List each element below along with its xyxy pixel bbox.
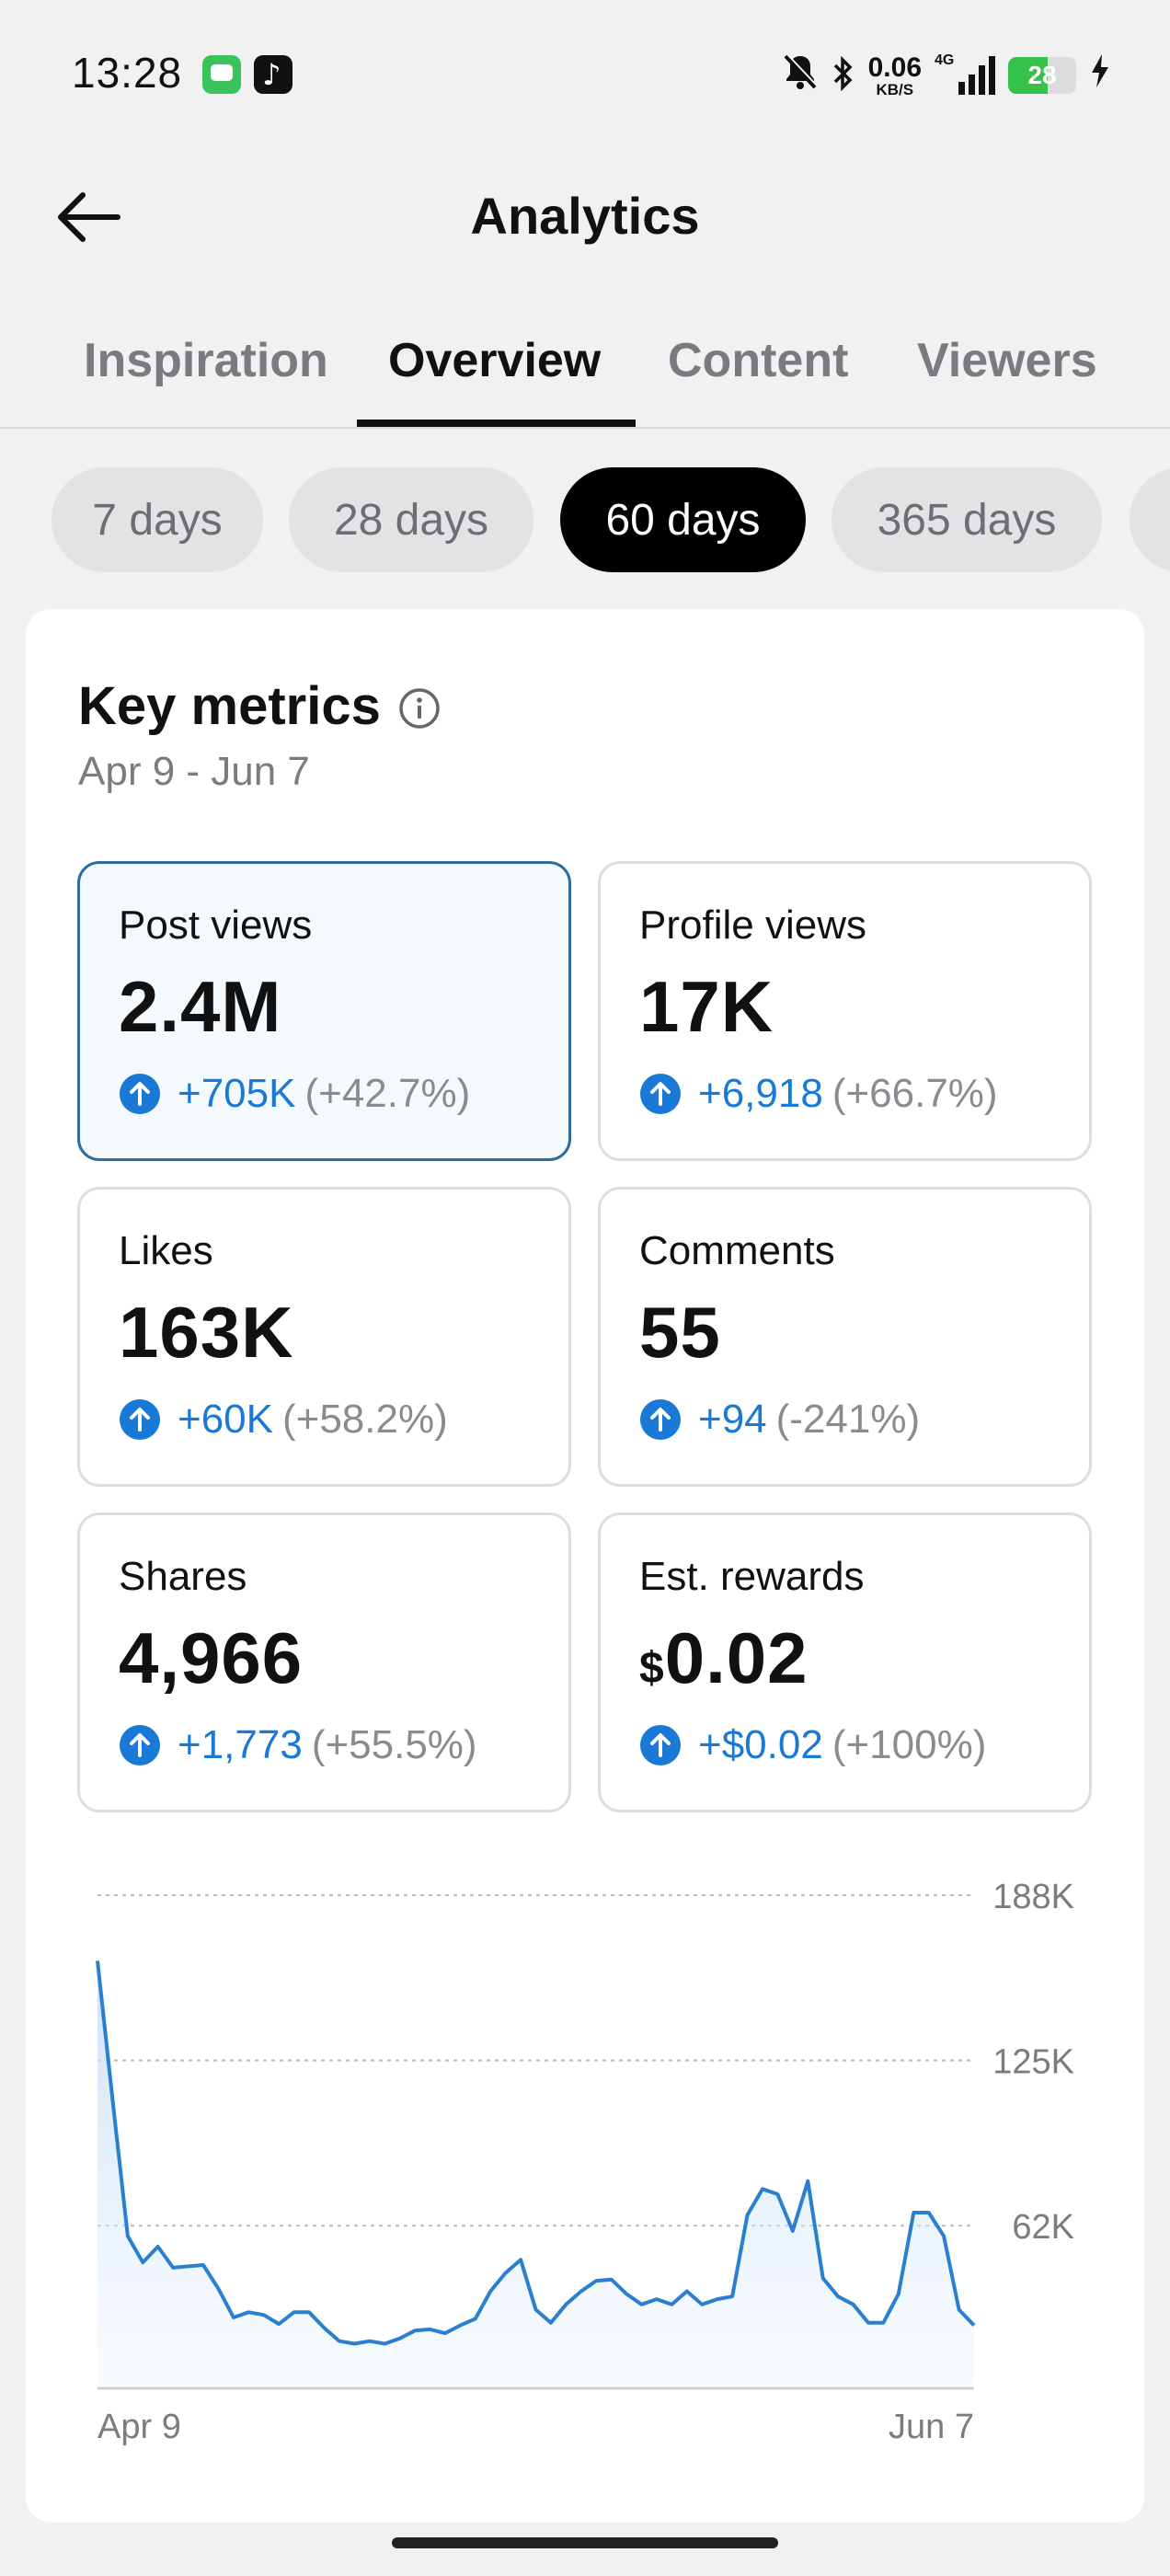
metric-value: 163K	[119, 1292, 294, 1373]
info-icon[interactable]	[397, 686, 442, 730]
metric-card-likes[interactable]: Likes 163K +60K (+58.2%)	[77, 1187, 571, 1487]
tab-overview[interactable]: Overview	[388, 334, 602, 387]
back-button[interactable]	[52, 180, 125, 254]
arrow-up-circle-icon	[640, 1074, 681, 1114]
messages-notification-icon	[202, 55, 241, 94]
range-chip-365-days[interactable]: 365 days	[832, 467, 1102, 572]
metric-value: 17K	[639, 966, 774, 1047]
arrow-up-circle-icon	[120, 1399, 160, 1440]
metric-value-amount: 0.02	[664, 1617, 809, 1698]
metric-percent: (+42.7%)	[304, 1071, 471, 1116]
metric-delta: +94	[698, 1397, 767, 1442]
metric-change: +94 (-241%)	[639, 1397, 920, 1443]
range-chip-7-days[interactable]: 7 days	[52, 467, 263, 572]
app-header: Analytics	[0, 166, 1170, 267]
key-metrics-title: Key metrics	[78, 676, 381, 736]
arrow-up-circle-icon	[640, 1725, 681, 1765]
metric-percent: (+100%)	[832, 1722, 987, 1767]
metric-value: $0.02	[639, 1616, 809, 1700]
metric-card-comments[interactable]: Comments 55 +94 (-241%)	[598, 1187, 1092, 1487]
tab-content[interactable]: Content	[668, 334, 849, 387]
key-metrics-card: Key metrics Apr 9 - Jun 7 Post views 2.4…	[26, 609, 1144, 2523]
metric-change: +$0.02 (+100%)	[639, 1722, 986, 1768]
status-bar: 13:28 0.06 KB/S 4G 28	[0, 0, 1170, 152]
bluetooth-icon	[832, 54, 855, 98]
metric-label: Est. rewards	[639, 1554, 865, 1599]
metric-percent: (+55.5%)	[311, 1722, 477, 1767]
back-arrow-icon	[58, 192, 120, 242]
network-speed-value: 0.06	[867, 52, 922, 83]
battery-level: 28	[1027, 61, 1057, 89]
analytics-tabs: Inspiration Overview Content Viewers	[0, 304, 1170, 429]
metric-delta: +705K	[178, 1071, 296, 1116]
metric-percent: (+66.7%)	[832, 1071, 998, 1116]
network-speed-unit: KB/S	[876, 80, 914, 98]
range-chip-28-days[interactable]: 28 days	[289, 467, 533, 572]
metric-label: Post views	[119, 903, 313, 948]
metric-label: Profile views	[639, 903, 866, 948]
page-title: Analytics	[470, 187, 700, 245]
metric-delta: +60K	[178, 1397, 273, 1442]
metric-change: +60K (+58.2%)	[119, 1397, 448, 1443]
range-chip-60-days[interactable]: 60 days	[560, 467, 806, 572]
metric-change: +1,773 (+55.5%)	[119, 1722, 477, 1768]
metric-card-est-rewards[interactable]: Est. rewards $0.02 +$0.02 (+100%)	[598, 1512, 1092, 1812]
date-range-label: Apr 9 - Jun 7	[78, 749, 310, 794]
charging-bolt-icon	[1089, 52, 1111, 98]
metric-card-post-views[interactable]: Post views 2.4M +705K (+42.7%)	[77, 861, 571, 1161]
tab-inspiration[interactable]: Inspiration	[84, 334, 328, 387]
metric-value: 4,966	[119, 1617, 304, 1698]
metric-value: 55	[639, 1292, 721, 1373]
battery-icon: 28	[1008, 57, 1076, 94]
currency-symbol: $	[639, 1644, 665, 1693]
active-tab-indicator	[357, 420, 636, 427]
metric-delta: +$0.02	[698, 1722, 823, 1767]
metric-change: +6,918 (+66.7%)	[639, 1071, 998, 1117]
arrow-up-circle-icon	[120, 1725, 160, 1765]
metric-card-profile-views[interactable]: Profile views 17K +6,918 (+66.7%)	[598, 861, 1092, 1161]
arrow-up-circle-icon	[120, 1074, 160, 1114]
metric-delta: +6,918	[698, 1071, 823, 1116]
metric-percent: (+58.2%)	[281, 1397, 448, 1442]
tiktok-notification-icon	[254, 55, 292, 94]
metric-card-shares[interactable]: Shares 4,966 +1,773 (+55.5%)	[77, 1512, 571, 1812]
metric-label: Likes	[119, 1228, 213, 1273]
metric-delta: +1,773	[178, 1722, 303, 1767]
home-indicator	[392, 2537, 778, 2548]
tab-viewers[interactable]: Viewers	[917, 334, 1097, 387]
status-time: 13:28	[72, 49, 183, 97]
network-type-label: 4G	[935, 52, 955, 68]
metric-percent: (-241%)	[775, 1397, 921, 1442]
bell-muted-icon	[782, 52, 819, 99]
status-indicators: 0.06 KB/S 4G 28	[782, 48, 1111, 103]
date-range-selector: 7 days 28 days 60 days 365 days	[0, 467, 1170, 572]
range-chip-more[interactable]	[1130, 467, 1170, 572]
metric-label: Comments	[639, 1228, 835, 1273]
arrow-up-circle-icon	[640, 1399, 681, 1440]
network-speed: 0.06 KB/S	[867, 52, 922, 98]
cell-signal-icon: 4G	[935, 52, 995, 95]
metric-change: +705K (+42.7%)	[119, 1071, 470, 1117]
metric-label: Shares	[119, 1554, 247, 1599]
metric-value: 2.4M	[119, 966, 282, 1047]
